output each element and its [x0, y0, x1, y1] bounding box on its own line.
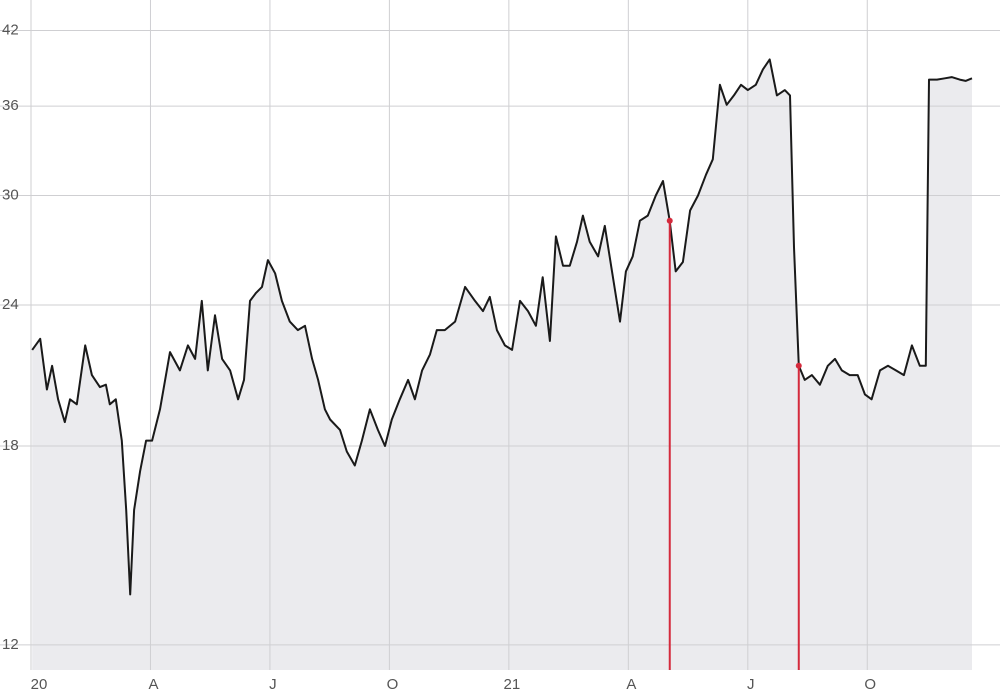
event-dot	[795, 362, 802, 369]
x-tick-label: A	[148, 676, 158, 693]
area	[32, 59, 972, 670]
y-tick-label: 42	[2, 22, 19, 39]
price-line	[31, 58, 973, 596]
event-dot	[666, 217, 673, 224]
y-tick-label: 24	[2, 296, 19, 313]
y-tick-label: 36	[2, 97, 19, 114]
x-tick-label: O	[864, 676, 876, 693]
x-tick-label: J	[747, 676, 755, 693]
y-tick-label: 30	[2, 187, 19, 204]
x-tick-label: J	[269, 676, 277, 693]
x-tick-label: O	[387, 676, 399, 693]
x-tick-label: A	[626, 676, 636, 693]
y-tick-label: 12	[2, 636, 19, 653]
x-tick-label: 20	[31, 676, 48, 693]
x-tick-label: 21	[504, 676, 521, 693]
y-tick-label: 18	[2, 437, 19, 454]
